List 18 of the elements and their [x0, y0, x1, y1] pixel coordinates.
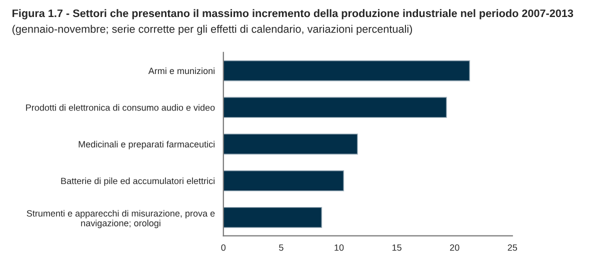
- x-tick-label: 0: [221, 244, 226, 251]
- y-tick-label: Prodotti di elettronica di consumo audio e video: [26, 104, 215, 111]
- x-tick-label: 5: [279, 244, 284, 251]
- chart-subtitle: (gennaio-novembre; serie corrette per gli effetti di calendario, variazioni percentuali): [12, 24, 412, 35]
- bar: [223, 134, 358, 155]
- x-tick-label: 15: [392, 244, 402, 251]
- bar: [223, 60, 470, 82]
- bar: [223, 170, 344, 192]
- y-tick-label: Armi e munizioni: [148, 67, 214, 74]
- x-tick-label: 10: [334, 244, 344, 251]
- y-tick-label: Strumenti e apparecchi di misurazione, prova e navigazione; orologi: [26, 210, 215, 228]
- y-tick-label: Batterie di pile ed accumulatori elettrici: [61, 178, 214, 186]
- x-tick-label: 20: [450, 244, 460, 251]
- bar: [223, 206, 322, 228]
- x-tick-label: 25: [508, 244, 518, 251]
- chart-title: Figura 1.7 - Settori che presentano il massimo incremento della produzione industriale nel periodo 2007-2013: [12, 9, 574, 20]
- y-tick-label: Medicinali e preparati farmaceutici: [78, 140, 214, 150]
- bar: [223, 96, 447, 118]
